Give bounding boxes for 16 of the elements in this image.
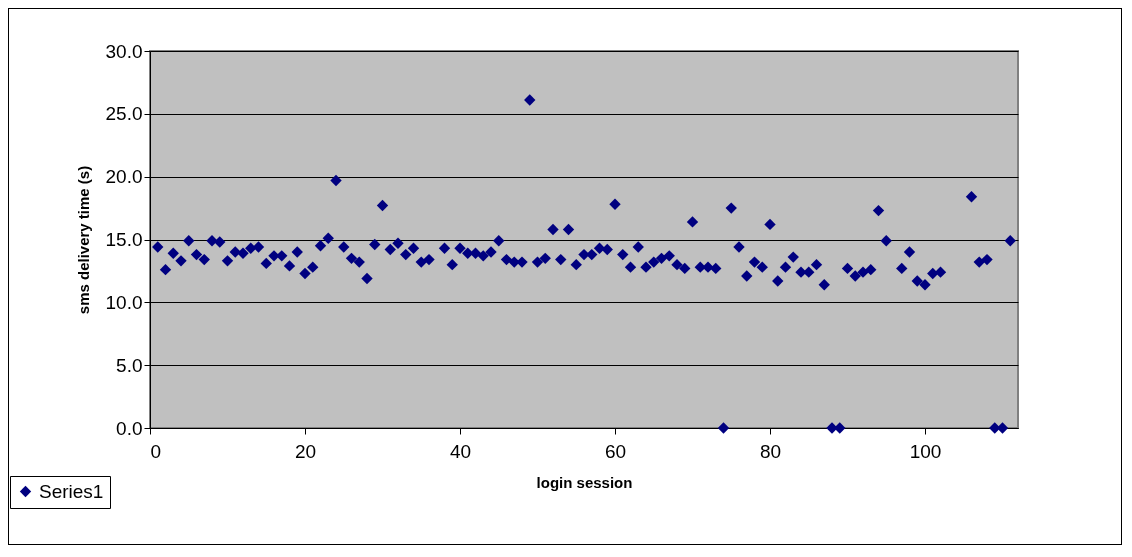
x-tick-label: 0 (150, 440, 162, 462)
x-axis-title: login session (536, 473, 633, 491)
legend-label: Series1 (39, 480, 104, 502)
x-tick-label: 40 (449, 440, 472, 462)
y-tick-label: 20.0 (105, 166, 143, 188)
y-tick-label: 15.0 (105, 229, 143, 250)
x-tick-label: 100 (909, 440, 942, 462)
x-tick-label: 20 (294, 440, 317, 462)
y-tick-label: 25.0 (105, 103, 143, 125)
y-tick-label: 0.0 (116, 417, 143, 439)
x-tick-label: 60 (604, 440, 627, 462)
y-tick-label: 10.0 (105, 291, 143, 313)
x-tick-label: 80 (759, 440, 782, 462)
y-tick-label: 30.0 (105, 40, 143, 62)
y-tick-label: 5.0 (116, 354, 143, 376)
y-axis-title: sms delivery time (s) (74, 165, 92, 315)
